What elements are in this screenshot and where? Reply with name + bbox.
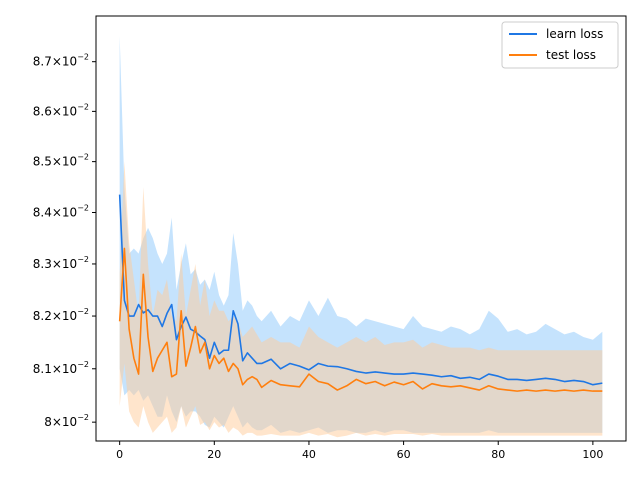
y-tick-label: 8.5×10−2 [33,153,89,169]
legend-label-test-loss: test loss [546,48,596,62]
x-tick-label: 100 [582,448,603,461]
y-tick-label: 8.3×10−2 [33,255,89,271]
y-axis: 8×10−2 8.1×10−2 8.2×10−2 8.3×10−2 8.4×10−2 8.… [33,53,96,429]
y-tick-label: 8.1×10−2 [33,360,89,376]
legend: learn loss test loss [501,21,619,69]
x-tick-label: 20 [207,448,221,461]
y-tick-label: 8.2×10−2 [33,307,89,323]
y-tick-label: 8.7×10−2 [33,53,89,69]
x-tick-label: 60 [397,448,411,461]
x-tick-label: 80 [491,448,505,461]
confidence-bands [119,36,603,438]
learn-loss-line [118,194,603,386]
y-tick-label: 8×10−2 [44,413,89,429]
x-axis: 0 20 40 60 80 100 [116,441,603,461]
y-tick-label: 8.6×10−2 [33,102,89,118]
legend-label-learn-loss: learn loss [546,27,603,41]
test-loss-band [119,161,603,438]
x-tick-label: 40 [302,448,316,461]
test-loss-line [118,247,603,392]
plot-frame [95,15,627,442]
y-tick-label: 8.4×10−2 [33,203,89,219]
series-lines [118,194,603,392]
x-tick-label: 0 [116,448,123,461]
